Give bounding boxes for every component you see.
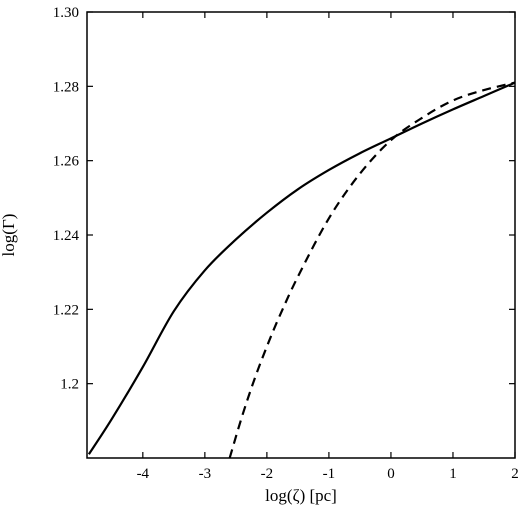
x-tick-label: -2 (261, 466, 274, 482)
x-tick-label: -1 (323, 466, 336, 482)
y-tick-label: 1.30 (53, 5, 79, 21)
x-tick-label: 2 (511, 466, 519, 482)
y-tick-label: 1.28 (53, 79, 79, 95)
y-axis-label: log(Γ) (0, 214, 18, 257)
ticks-layer: -4 -3 -2 -1 0 1 2 1.2 1.22 1.24 1.26 1.28 1.30 (53, 5, 519, 482)
y-tick-label: 1.2 (60, 377, 79, 393)
series-layer (87, 81, 516, 459)
y-tick-label: 1.26 (53, 154, 80, 170)
x-tick-label: 0 (387, 466, 395, 482)
plot-frame (86, 11, 516, 459)
series-line-solid (87, 81, 516, 455)
x-tick-label: 1 (449, 466, 457, 482)
series-line-dashed (228, 81, 516, 459)
x-tick-label: -4 (137, 466, 150, 482)
y-tick-label: 1.22 (53, 302, 79, 318)
y-tick-label: 1.24 (53, 228, 80, 244)
x-axis-label: log(ζ) [pc] (265, 486, 337, 505)
x-tick-label: -3 (199, 466, 212, 482)
